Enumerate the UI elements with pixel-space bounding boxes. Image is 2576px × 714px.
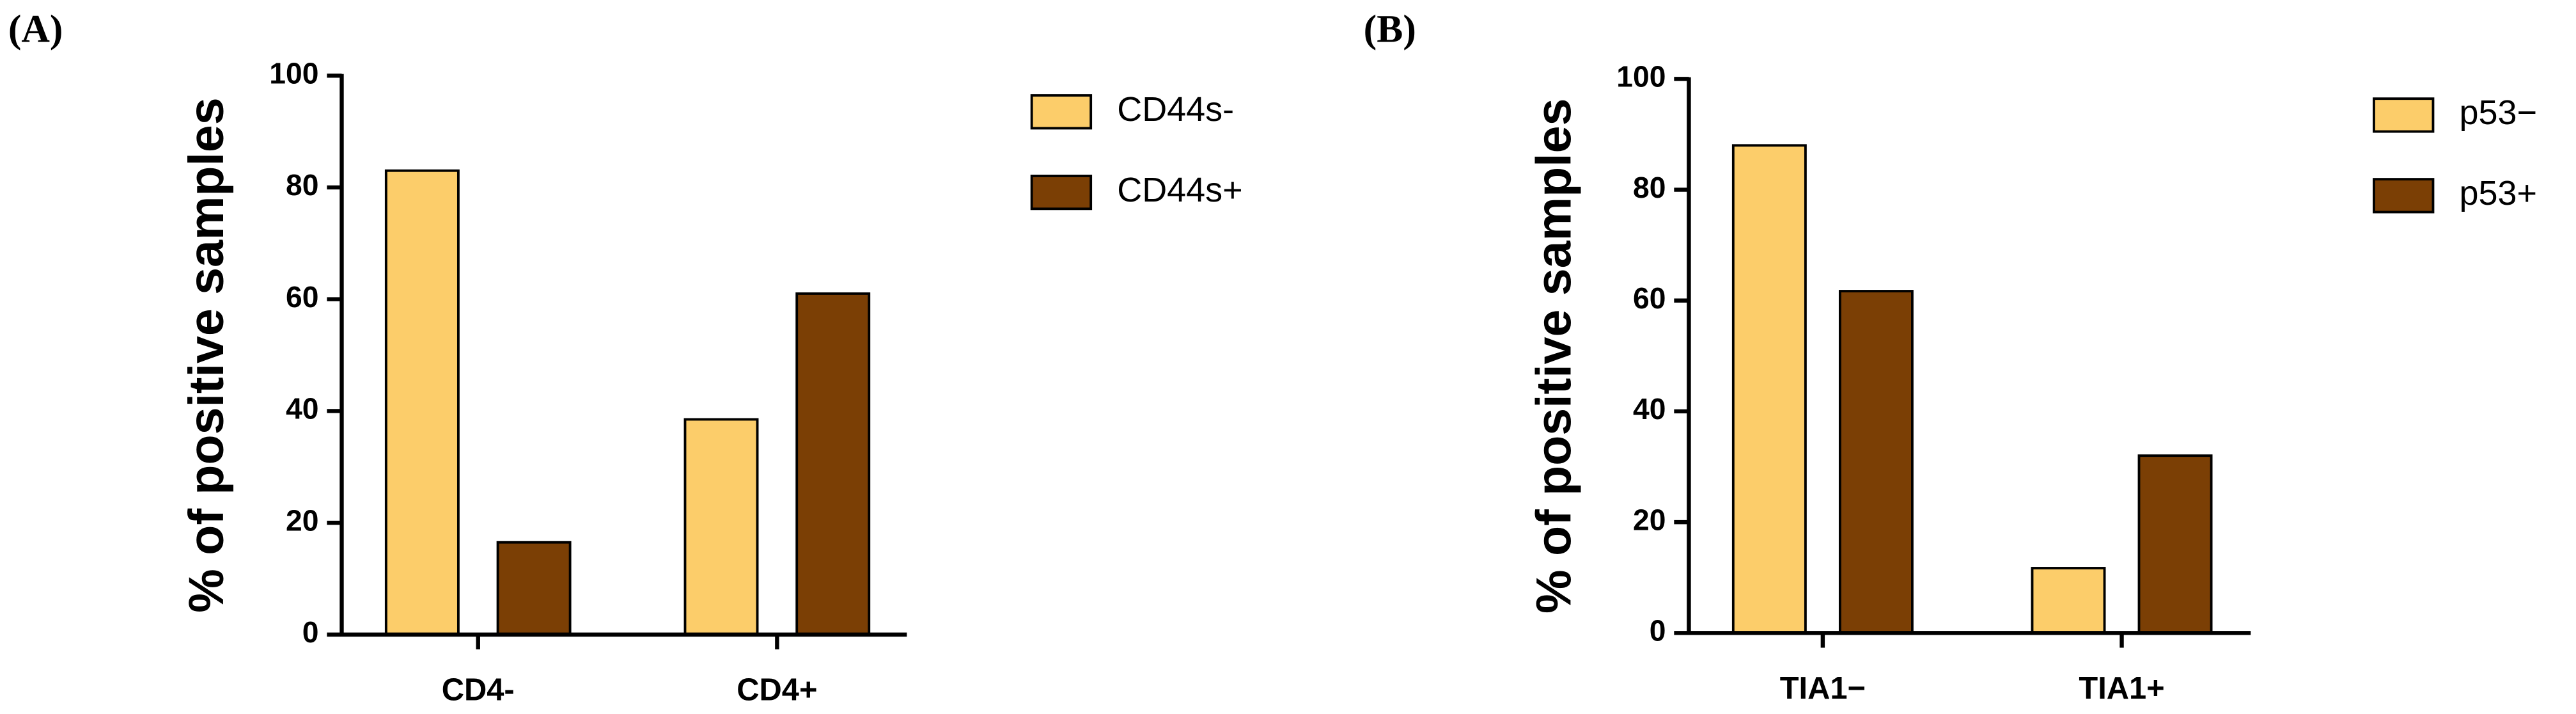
legend-swatch: [1030, 175, 1093, 210]
legend-label: CD44s-: [1117, 90, 1234, 129]
x-tick-label: TIA1−: [1780, 671, 1866, 706]
y-tick-label: 60: [286, 280, 318, 313]
y-tick-label: 0: [302, 615, 319, 649]
y-tick-label: 40: [286, 392, 318, 425]
y-axis-label: % of positive samples: [179, 97, 234, 612]
y-tick-label: 40: [1633, 392, 1666, 425]
legend-label: p53+: [2460, 174, 2537, 212]
y-tick-label: 20: [286, 504, 318, 537]
legend-swatch: [2373, 178, 2435, 214]
bar: [2031, 567, 2106, 635]
legend-label: p53−: [2460, 93, 2537, 132]
x-tick-label: TIA1+: [2079, 671, 2164, 706]
bar: [1838, 290, 1914, 635]
bar: [1731, 144, 1807, 635]
y-tick-label: 100: [1616, 60, 1666, 93]
y-axis-label: % of positive samples: [1526, 99, 1581, 614]
y-tick-label: 100: [269, 56, 318, 90]
y-tick-label: 0: [1650, 614, 1666, 647]
panel-label: (A): [8, 8, 63, 51]
bar: [683, 418, 759, 636]
x-tick-label: CD4-: [442, 673, 515, 708]
legend-swatch: [2373, 97, 2435, 133]
bar: [2137, 454, 2213, 635]
y-tick-label: 80: [286, 168, 318, 202]
bar: [795, 292, 871, 636]
legend-label: CD44s+: [1117, 171, 1242, 209]
y-tick-label: 80: [1633, 171, 1666, 204]
x-tick-label: CD4+: [737, 673, 817, 708]
bar: [496, 541, 572, 636]
legend-swatch: [1030, 94, 1093, 130]
bar: [384, 169, 460, 636]
y-tick-label: 60: [1633, 282, 1666, 315]
panel-label: (B): [1364, 8, 1416, 51]
y-tick-label: 20: [1633, 503, 1666, 536]
